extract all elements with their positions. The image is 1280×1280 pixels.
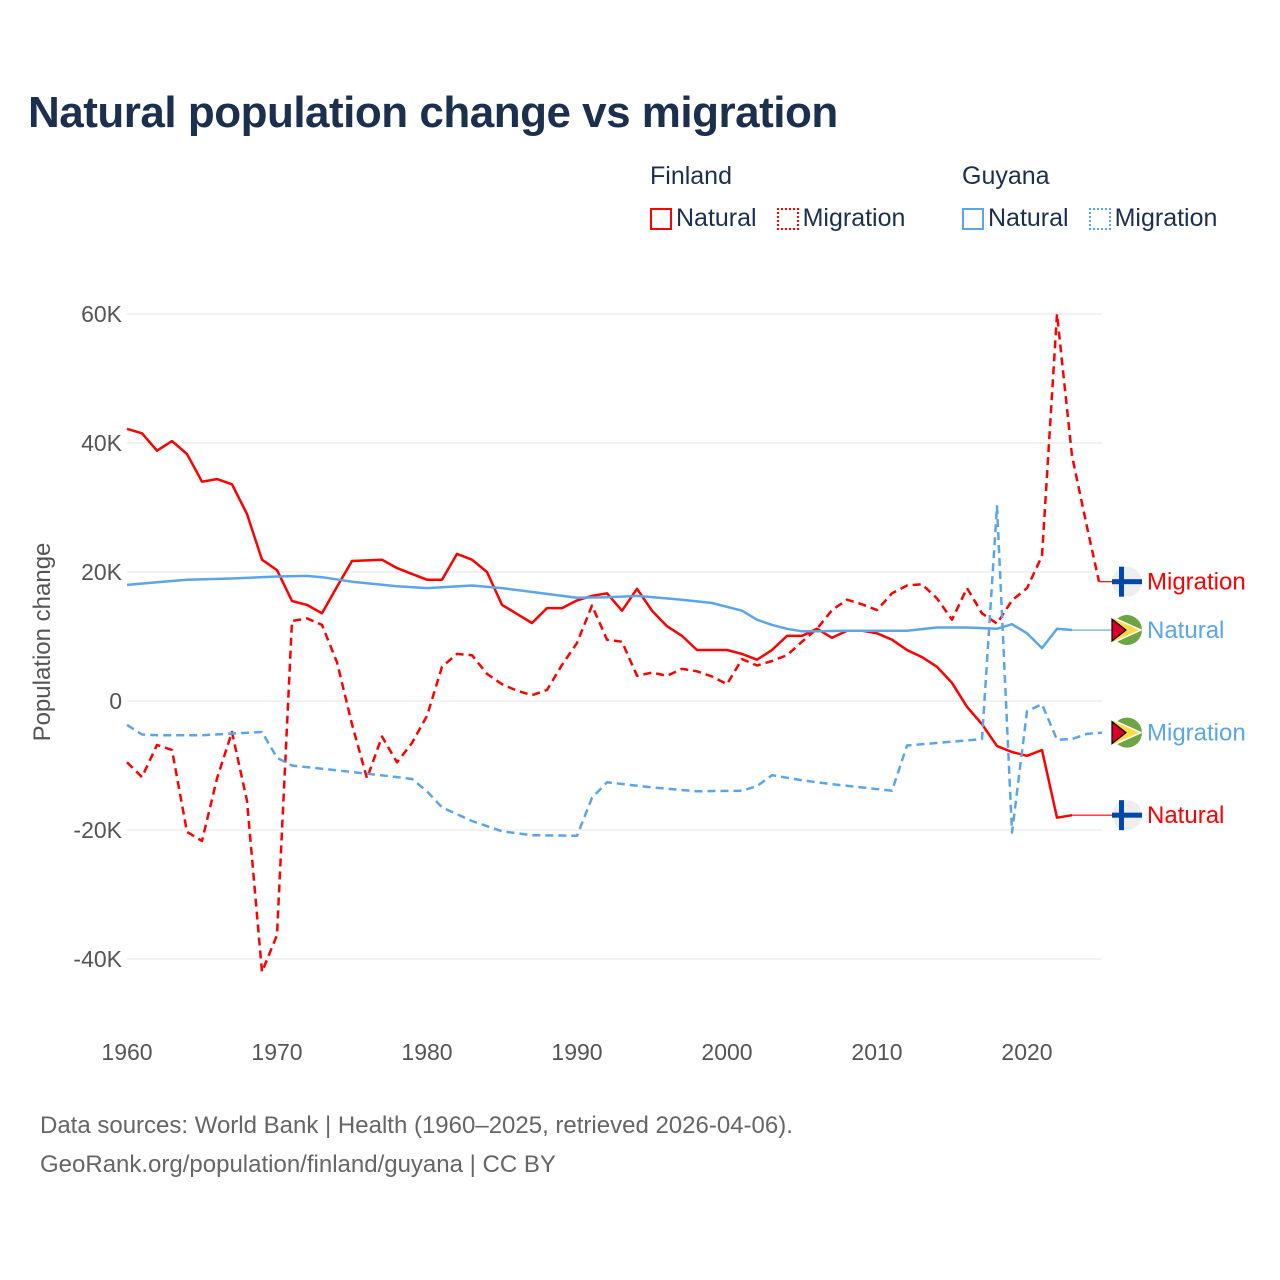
legend-label: Natural xyxy=(676,204,757,232)
end-label: Migration xyxy=(1147,720,1246,747)
y-axis-label: Population change xyxy=(29,543,56,742)
x-tick-label: 2000 xyxy=(701,1039,752,1065)
series-line-finland-natural xyxy=(126,427,1073,819)
legend-item-guyana-migration[interactable]: Migration xyxy=(1088,204,1218,233)
legend-swatch-dotted xyxy=(1088,207,1111,230)
series-line-finland-migration xyxy=(126,312,1101,974)
guyana-flag-icon xyxy=(1111,615,1143,646)
legend-label: Migration xyxy=(1114,204,1218,232)
legend-label: Natural xyxy=(988,204,1069,232)
finland-flag-icon xyxy=(1112,566,1142,597)
x-tick-label: 1970 xyxy=(251,1039,302,1065)
legend-group-title: Guyana xyxy=(962,162,1050,190)
flag-cross-h xyxy=(1112,579,1142,585)
x-tick-label: 1980 xyxy=(401,1039,452,1065)
legend-group-title: Finland xyxy=(650,162,732,190)
x-tick-label: 2020 xyxy=(1001,1039,1052,1065)
footer: Data sources: World Bank | Health (1960–… xyxy=(40,1106,793,1184)
footer-link[interactable]: GeoRank.org/population/finland/guyana | … xyxy=(40,1151,556,1178)
y-tick-label: 0 xyxy=(109,688,122,714)
series-line-guyana-natural xyxy=(126,574,1073,650)
footer-sources: Data sources: World Bank | Health (1960–… xyxy=(40,1112,793,1139)
end-label: Migration xyxy=(1147,569,1246,596)
end-label: Natural xyxy=(1147,617,1224,644)
legend-label: Migration xyxy=(802,204,906,232)
flag-triangle xyxy=(1111,720,1127,745)
y-tick-label: -20K xyxy=(73,817,122,843)
legend-item-finland-natural[interactable]: Natural xyxy=(650,204,757,233)
flag-cross-h xyxy=(1112,812,1142,818)
end-label: Natural xyxy=(1147,802,1224,829)
legend-item-finland-migration[interactable]: Migration xyxy=(776,204,906,233)
series-line-guyana-migration xyxy=(126,504,1103,838)
legend-swatch-solid xyxy=(962,207,984,230)
guyana-flag-icon xyxy=(1111,717,1143,748)
chart-title: Natural population change vs migration xyxy=(28,88,838,137)
y-tick-label: 40K xyxy=(81,430,123,456)
x-tick-label: 2010 xyxy=(851,1039,902,1065)
legend-group-guyana: Guyana Natural Migration xyxy=(962,162,1217,233)
y-tick-label: 60K xyxy=(81,301,123,327)
legend-group-finland: Finland Natural Migration xyxy=(650,162,905,233)
finland-flag-icon xyxy=(1112,800,1142,831)
x-tick-label: 1990 xyxy=(551,1039,602,1065)
legend-item-guyana-natural[interactable]: Natural xyxy=(962,204,1069,233)
legend-swatch-dotted xyxy=(776,207,799,230)
y-tick-label: 20K xyxy=(81,559,123,585)
flag-triangle xyxy=(1111,617,1127,643)
x-tick-label: 1960 xyxy=(101,1039,152,1065)
legend-swatch-solid xyxy=(650,207,672,230)
y-tick-label: -40K xyxy=(73,946,122,972)
